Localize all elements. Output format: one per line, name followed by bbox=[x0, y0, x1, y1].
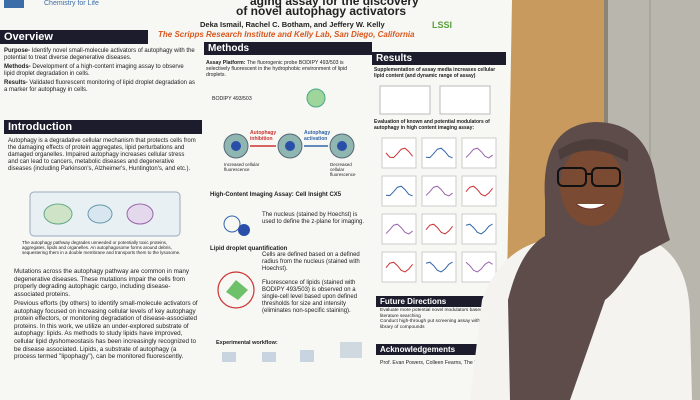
caption: The autophagy pathway degrades unneeded … bbox=[22, 240, 181, 256]
label: Assay Platform: bbox=[206, 60, 246, 66]
label: Results- bbox=[4, 80, 28, 86]
workflow-icon bbox=[340, 342, 362, 358]
authors: Deka Ismail, Rachel C. Botham, and Jeffe… bbox=[200, 20, 385, 29]
affiliation: The Scripps Research Institute and Kelly… bbox=[158, 30, 415, 39]
section-heading: Overview bbox=[0, 30, 148, 44]
diagram-label: Decreased cellular fluorescence bbox=[330, 162, 356, 177]
thumbnail bbox=[381, 175, 417, 207]
glasses bbox=[591, 167, 621, 187]
text: Validated fluorescent monitoring of lipi… bbox=[4, 80, 196, 93]
overview-list: Purpose- Identify novel small-molecule a… bbox=[4, 48, 196, 94]
thumbnail-trace bbox=[425, 223, 453, 235]
nucleus bbox=[285, 141, 295, 151]
diagram-label: Autophagy inhibition bbox=[250, 130, 277, 142]
thumbnail bbox=[381, 213, 417, 245]
title-line: of novel autophagy activators bbox=[236, 4, 407, 18]
thumbnail-trace bbox=[425, 185, 453, 197]
smile bbox=[575, 203, 607, 210]
diagram-label: Autophagy activation bbox=[304, 130, 331, 142]
paragraph: Autophagy is a degradative cellular mech… bbox=[8, 138, 196, 172]
logo bbox=[4, 0, 24, 8]
section-heading: Introduction bbox=[4, 120, 202, 134]
thumbnail bbox=[461, 137, 497, 169]
face bbox=[560, 146, 624, 226]
thumbnail-trace bbox=[385, 261, 413, 273]
thumbnail bbox=[461, 251, 497, 283]
thumbnail bbox=[421, 251, 457, 283]
text: Development of a high-content imaging as… bbox=[4, 64, 184, 77]
thumbnail bbox=[421, 137, 457, 169]
hijab-band bbox=[558, 139, 628, 162]
text: The nucleus (stained by Hoechst) is used… bbox=[262, 212, 365, 225]
workflow-icon bbox=[300, 350, 314, 362]
list: Evaluate more potential novel modulators… bbox=[380, 308, 496, 330]
section-heading: Results bbox=[372, 52, 506, 65]
text: The fluorogenic probe BODIPY 493/503 is … bbox=[206, 60, 348, 79]
thumbnail-trace bbox=[425, 261, 453, 273]
text: Evaluation of known and potential modula… bbox=[374, 119, 490, 131]
thumbnail bbox=[439, 85, 491, 115]
cell bbox=[126, 203, 154, 225]
thumbnail-trace bbox=[465, 147, 493, 159]
thumbnail-trace bbox=[465, 223, 493, 235]
section-heading: Future Directions bbox=[376, 296, 504, 307]
thumbnail bbox=[379, 85, 431, 115]
hijab bbox=[508, 122, 670, 400]
workflow-icon bbox=[222, 352, 236, 362]
logo-text: Chemistry for Life bbox=[44, 0, 99, 7]
glasses bbox=[557, 167, 587, 187]
thumbnail-trace bbox=[385, 223, 413, 235]
thumbnail-trace bbox=[385, 185, 413, 197]
cell bbox=[87, 204, 113, 224]
radius-ring bbox=[217, 271, 255, 309]
diagram-label: Increased cellular fluorescence bbox=[224, 162, 260, 172]
section-heading: Methods bbox=[204, 42, 372, 55]
cell bbox=[226, 280, 248, 300]
nucleus bbox=[337, 141, 347, 151]
section-heading: Acknowledgements bbox=[376, 344, 498, 355]
cell bbox=[43, 203, 73, 225]
droplet bbox=[306, 88, 326, 108]
probe-label: BODIPY 493/503 bbox=[212, 96, 252, 102]
thumbnail-trace bbox=[465, 185, 493, 197]
label: Methods- bbox=[4, 64, 31, 70]
badge: LSSI bbox=[432, 20, 453, 30]
thumbnail bbox=[461, 213, 497, 245]
nucleus bbox=[231, 141, 241, 151]
text: Supplementation of assay media increases… bbox=[374, 67, 496, 79]
subheading: Lipid droplet quantification bbox=[210, 246, 288, 252]
thumbnail-trace bbox=[425, 147, 453, 159]
title-line: aging assay for the discovery bbox=[250, 0, 419, 8]
item: Conduct high-through put screening assay… bbox=[380, 319, 484, 330]
text: Cells are defined based on a defined rad… bbox=[262, 252, 360, 272]
thumbnail-trace bbox=[465, 261, 493, 273]
paragraph: Previous efforts (by others) to identify… bbox=[14, 300, 198, 361]
thumbnail bbox=[421, 175, 457, 207]
paragraph: Mutations across the autophagy pathway a… bbox=[14, 268, 190, 298]
assay-platform: Assay Platform: The fluorogenic probe BO… bbox=[206, 60, 366, 79]
label: Purpose- bbox=[4, 48, 31, 54]
workflow-icon bbox=[262, 352, 276, 362]
subheading: High-Content Imaging Assay: Cell Insight… bbox=[210, 192, 342, 198]
item: Evaluate more potential novel modulators… bbox=[380, 308, 490, 319]
subheading: Experimental workflow: bbox=[216, 340, 278, 346]
nucleus bbox=[238, 224, 250, 236]
thumbnail-trace bbox=[385, 147, 413, 159]
text: Prof. Evan Powers, Colleen Fearns, The K… bbox=[380, 360, 486, 366]
text: Identify novel small-molecule activators… bbox=[4, 48, 195, 61]
text: Fluorescence of lipids (stained with BOD… bbox=[262, 280, 358, 314]
cell-outline bbox=[223, 215, 241, 233]
